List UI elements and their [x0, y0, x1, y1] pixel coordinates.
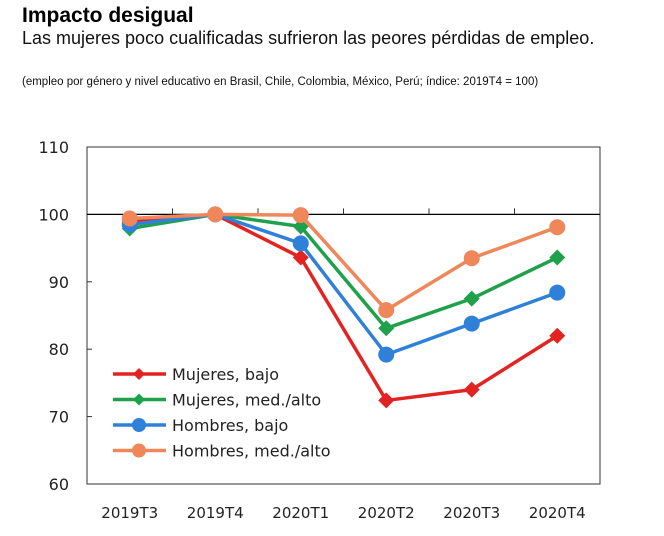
chart-subtitle: Las mujeres poco cualificadas sufrieron … — [22, 28, 595, 48]
y-tick-label: 80 — [49, 340, 69, 359]
circle-marker — [463, 250, 480, 267]
diamond-marker — [549, 327, 566, 344]
legend-label: Mujeres, bajo — [172, 365, 279, 384]
x-tick-label: 2020T1 — [272, 504, 329, 522]
circle-marker — [132, 418, 146, 432]
x-tick-label: 2020T4 — [529, 504, 586, 522]
diamond-marker — [378, 392, 395, 409]
y-tick-label: 100 — [38, 205, 69, 224]
diamond-marker — [549, 249, 566, 266]
circle-marker — [121, 210, 138, 227]
circle-marker — [463, 315, 480, 332]
legend-label: Hombres, med./alto — [172, 442, 331, 461]
circle-marker — [378, 302, 395, 319]
x-tick-label: 2020T3 — [443, 504, 500, 522]
circle-marker — [292, 207, 309, 224]
diamond-marker — [463, 290, 480, 307]
diamond-marker — [133, 368, 145, 380]
circle-marker — [378, 346, 395, 363]
y-tick-label: 110 — [38, 138, 69, 157]
series-line-3 — [129, 212, 558, 312]
y-tick-label: 60 — [49, 475, 69, 494]
series-line-1 — [129, 212, 559, 331]
diamond-marker — [133, 393, 145, 406]
circle-marker — [549, 219, 566, 236]
chart-title: Impacto desigual — [22, 4, 194, 27]
circle-marker — [292, 235, 309, 252]
circle-marker — [549, 284, 566, 301]
x-tick-label: 2019T3 — [101, 504, 158, 522]
diamond-marker — [463, 381, 480, 398]
diamond-marker — [292, 249, 309, 266]
circle-marker — [132, 443, 146, 458]
plot-frame — [86, 146, 601, 485]
legend-label: Hombres, bajo — [172, 416, 288, 435]
diamond-marker — [378, 320, 395, 337]
y-tick-label: 70 — [49, 408, 69, 427]
series-line-2 — [129, 212, 558, 357]
legend-label: Mujeres, med./alto — [172, 391, 321, 410]
diamond-marker — [292, 218, 309, 235]
chart-note: (empleo por género y nivel educativo en … — [22, 76, 539, 88]
x-tick-label: 2020T2 — [358, 504, 415, 522]
x-tick-label: 2019T4 — [187, 504, 244, 522]
circle-marker — [207, 206, 224, 223]
y-tick-label: 90 — [49, 273, 69, 292]
